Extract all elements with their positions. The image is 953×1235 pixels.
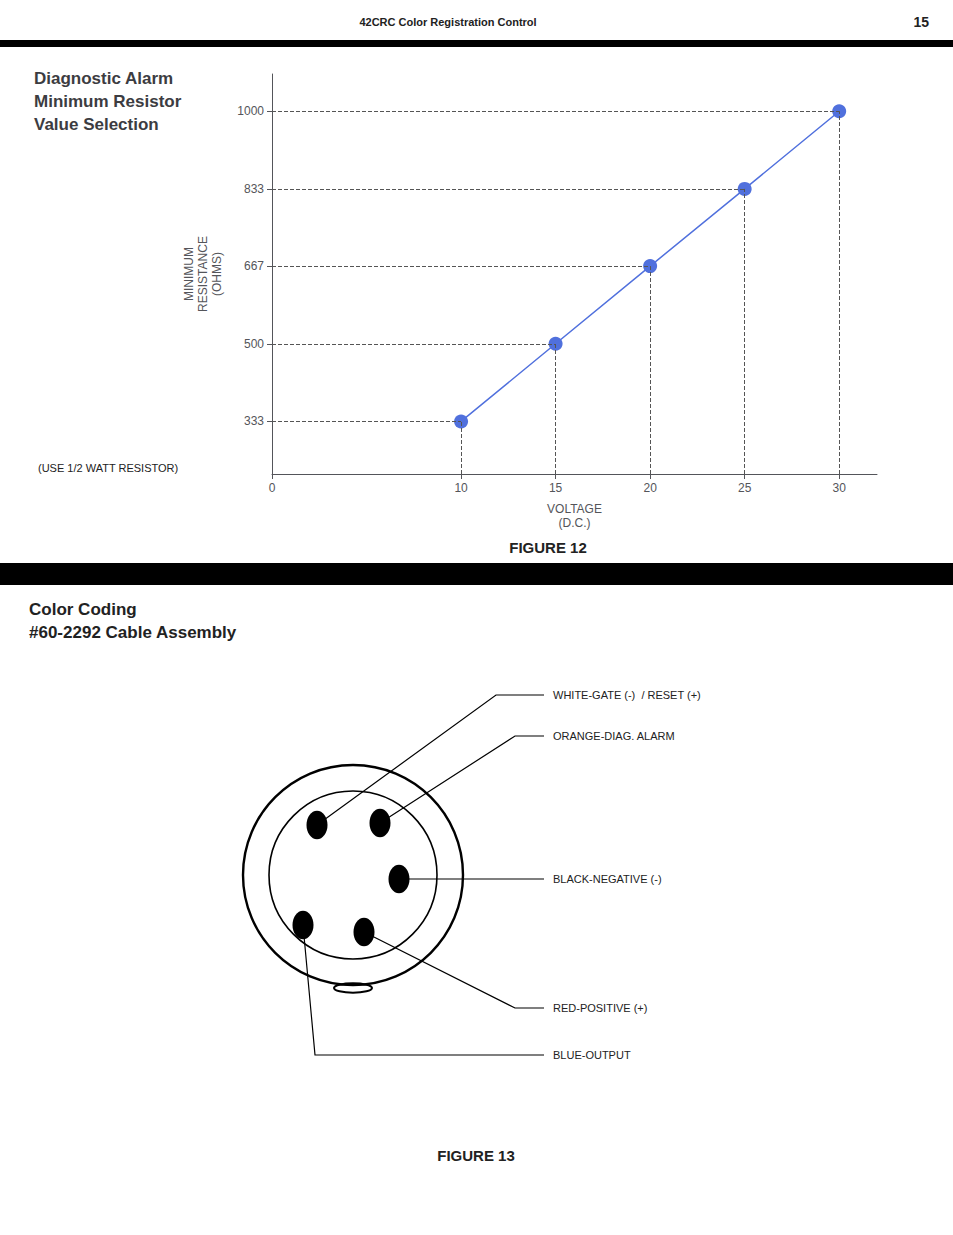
svg-text:Value Selection: Value Selection (34, 115, 159, 134)
svg-text:RED-POSITIVE (+): RED-POSITIVE (+) (553, 1002, 647, 1014)
svg-text:20: 20 (643, 481, 657, 495)
svg-text:ORANGE-DIAG. ALARM: ORANGE-DIAG. ALARM (553, 730, 675, 742)
svg-text:RESISTANCE: RESISTANCE (196, 236, 210, 312)
svg-text:BLUE-OUTPUT: BLUE-OUTPUT (553, 1049, 631, 1061)
svg-text:1000: 1000 (237, 104, 264, 118)
svg-text:500: 500 (244, 337, 264, 351)
svg-text:25: 25 (738, 481, 752, 495)
svg-text:MINIMUM: MINIMUM (182, 247, 196, 301)
svg-text:BLACK-NEGATIVE (-): BLACK-NEGATIVE (-) (553, 873, 662, 885)
svg-text:#60-2292 Cable Assembly: #60-2292 Cable Assembly (29, 623, 237, 642)
svg-text:(OHMS): (OHMS) (210, 252, 224, 296)
svg-text:15: 15 (549, 481, 563, 495)
svg-text:FIGURE 12: FIGURE 12 (509, 539, 587, 556)
svg-text:(USE 1/2 WATT RESISTOR): (USE 1/2 WATT RESISTOR) (38, 462, 178, 474)
svg-text:Minimum Resistor: Minimum Resistor (34, 92, 182, 111)
svg-text:Diagnostic Alarm: Diagnostic Alarm (34, 69, 173, 88)
svg-text:15: 15 (913, 14, 929, 30)
svg-text:833: 833 (244, 182, 264, 196)
svg-text:30: 30 (833, 481, 847, 495)
svg-text:42CRC Color Registration Contr: 42CRC Color Registration Control (359, 16, 536, 28)
svg-text:(D.C.): (D.C.) (559, 516, 591, 530)
svg-text:10: 10 (454, 481, 468, 495)
svg-text:0: 0 (269, 481, 276, 495)
svg-text:FIGURE 13: FIGURE 13 (437, 1147, 515, 1164)
svg-text:WHITE-GATE (-) / RESET (+): WHITE-GATE (-) / RESET (+) (553, 689, 701, 701)
svg-text:Color Coding: Color Coding (29, 600, 137, 619)
svg-text:333: 333 (244, 414, 264, 428)
svg-text:VOLTAGE: VOLTAGE (547, 502, 602, 516)
svg-text:667: 667 (244, 259, 264, 273)
